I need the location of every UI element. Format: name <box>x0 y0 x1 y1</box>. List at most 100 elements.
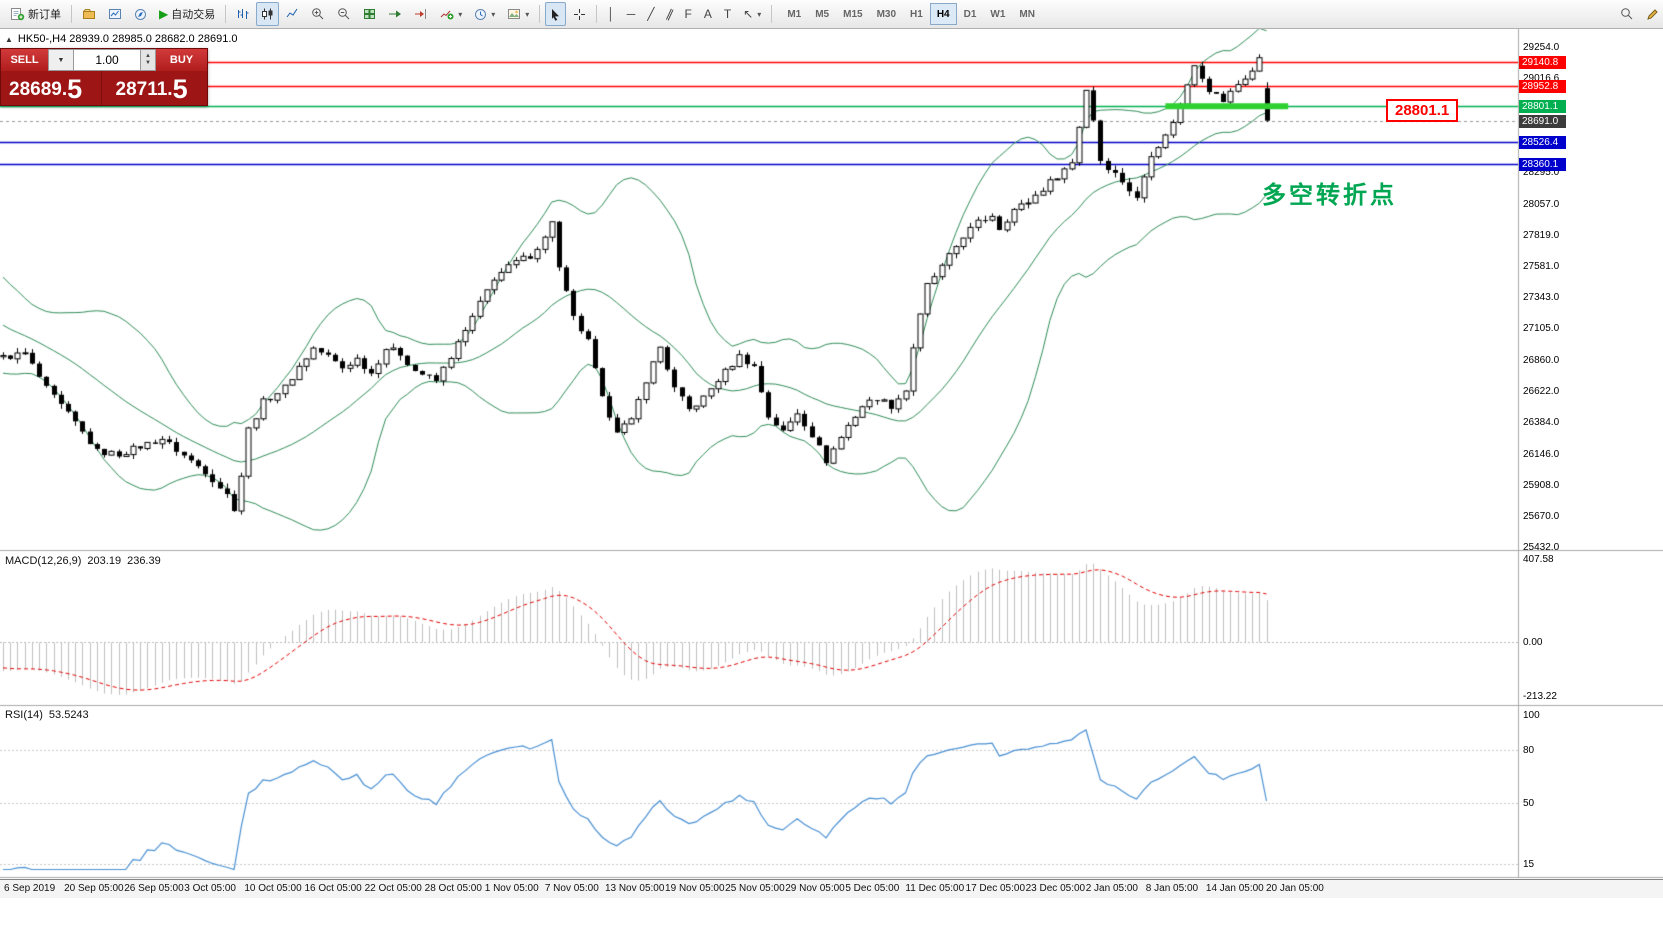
line-chart-button[interactable] <box>281 2 304 26</box>
time-axis-label: 26 Sep 05:00 <box>124 883 184 894</box>
zoom-in-button[interactable] <box>306 2 330 26</box>
volume-stepper[interactable]: ▲ ▼ <box>141 49 156 71</box>
arrows-icon: ↖ <box>743 7 754 21</box>
auto-scroll-button[interactable] <box>383 2 407 26</box>
price-tag-resistance-1: 29140.8 <box>1519 56 1566 69</box>
chart-canvas[interactable] <box>0 28 1663 950</box>
time-axis-label: 20 Sep 05:00 <box>64 883 124 894</box>
search-icon <box>1620 7 1634 21</box>
horizontal-line-button[interactable]: ─ <box>622 2 641 26</box>
new-order-button[interactable]: 新订单 <box>5 2 66 26</box>
fibonacci-button[interactable]: F <box>680 2 697 26</box>
time-axis-label: 14 Jan 05:00 <box>1205 883 1264 894</box>
edit-icon <box>1646 8 1659 21</box>
price-tag-last-price: 28691.0 <box>1519 115 1566 128</box>
time-axis-label: 17 Dec 05:00 <box>965 883 1026 894</box>
chevron-down-icon: ▾ <box>525 9 530 19</box>
periods-button[interactable]: ▾ <box>469 2 500 26</box>
time-axis-label: 11 Dec 05:00 <box>905 883 965 894</box>
auto-trading-label: 自动交易 <box>171 9 216 21</box>
crosshair-icon <box>573 8 586 21</box>
rsi-scale-label: 80 <box>1523 745 1535 757</box>
price-axis-tick: 29254.0 <box>1523 42 1560 53</box>
crosshair-button[interactable] <box>568 2 591 26</box>
price-axis-tick: 28295.0 <box>1523 167 1560 179</box>
timeframe-w1-button[interactable]: W1 <box>990 8 1006 20</box>
price-axis-tick: 27581.0 <box>1523 260 1560 272</box>
text-icon: A <box>703 7 712 21</box>
search-button[interactable] <box>1615 2 1639 26</box>
cursor-button[interactable] <box>545 2 567 26</box>
vertical-line-button[interactable]: │ <box>602 2 620 26</box>
arrows-button[interactable]: ↖ ▾ <box>738 2 766 26</box>
templates-button[interactable]: ▾ <box>502 2 534 26</box>
price-axis-tick: 28057.0 <box>1523 198 1560 210</box>
time-axis-label: 22 Oct 05:00 <box>364 883 422 894</box>
auto-trading-icon: ▶ <box>159 7 169 21</box>
label-button[interactable]: T <box>719 2 736 26</box>
bar-chart-button[interactable] <box>231 2 254 26</box>
time-axis-label: 10 Oct 05:00 <box>244 883 302 894</box>
sell-price-main: 28689. <box>9 79 68 100</box>
price-axis-tick: 26146.0 <box>1523 448 1560 460</box>
tile-windows-button[interactable] <box>358 2 381 26</box>
bar-chart-icon <box>236 8 249 20</box>
rsi-header: RSI(14) 53.5243 <box>5 709 95 721</box>
volume-input[interactable] <box>74 49 141 71</box>
trendline-button[interactable]: ╱ <box>642 2 659 26</box>
timeframe-mn-button[interactable]: MN <box>1019 8 1035 20</box>
rsi-scale-label: 15 <box>1523 859 1535 871</box>
macd-label: MACD(12,26,9) <box>5 555 82 567</box>
chart-shift-icon <box>414 8 428 20</box>
text-button[interactable]: A <box>699 2 717 26</box>
market-watch-button[interactable] <box>103 2 127 26</box>
time-axis-label: 16 Oct 05:00 <box>304 883 362 894</box>
price-tag-resistance-2: 28952.8 <box>1519 80 1566 93</box>
time-axis-label: 1 Nov 05:00 <box>484 883 539 894</box>
zoom-out-button[interactable] <box>332 2 356 26</box>
timeframe-h4-button[interactable]: H4 <box>929 3 957 25</box>
time-axis-label: 19 Nov 05:00 <box>665 883 725 894</box>
buy-price-frac: 5 <box>172 74 188 105</box>
auto-scroll-icon <box>388 8 402 20</box>
volume-dropdown-button[interactable]: ▼ <box>48 49 74 71</box>
price-axis-tick: 26622.0 <box>1523 386 1560 398</box>
rsi-label: RSI(14) <box>5 709 43 721</box>
trendline-icon: ╱ <box>647 7 655 21</box>
candlestick-chart-button[interactable] <box>256 2 280 26</box>
symbol-info: ▲ HK50-,H4 28939.0 28985.0 28682.0 28691… <box>5 33 238 45</box>
periods-icon <box>474 8 487 21</box>
chevron-down-icon: ▾ <box>757 9 762 19</box>
time-axis-label: 29 Nov 05:00 <box>785 883 845 894</box>
time-axis[interactable]: 6 Sep 2019 20 Sep 05:00 26 Sep 05:00 3 Oct … <box>0 879 1663 898</box>
price-axis-tick: 26384.0 <box>1523 417 1560 429</box>
time-axis-label: 20 Jan 05:00 <box>1266 883 1324 894</box>
profiles-button[interactable] <box>77 2 101 26</box>
new-order-label: 新订单 <box>28 9 61 21</box>
edit-button[interactable] <box>1641 2 1663 26</box>
tile-windows-icon <box>363 8 376 20</box>
indicators-button[interactable]: ▾ <box>435 2 467 26</box>
stepper-down-icon: ▼ <box>145 60 151 66</box>
templates-icon <box>507 8 521 20</box>
timeframe-m15-button[interactable]: M15 <box>843 8 863 20</box>
market-watch-icon <box>108 8 122 20</box>
timeframe-m5-button[interactable]: M5 <box>815 8 830 20</box>
timeframe-h1-button[interactable]: H1 <box>910 8 923 20</box>
timeframe-m30-button[interactable]: M30 <box>876 8 897 20</box>
chart-annotation: 多空转折点 <box>1262 182 1397 209</box>
collapse-panel-icon[interactable]: ▲ <box>5 34 13 44</box>
buy-button[interactable]: BUY <box>156 49 207 71</box>
sell-button[interactable]: SELL <box>1 49 48 71</box>
timeframe-d1-button[interactable]: D1 <box>963 8 977 20</box>
price-axis-tick: 25432.0 <box>1523 542 1560 553</box>
timeframe-m1-button[interactable]: M1 <box>787 8 802 20</box>
auto-trading-button[interactable]: ▶ 自动交易 <box>154 2 220 26</box>
time-axis-label: 28 Oct 05:00 <box>424 883 482 894</box>
line-chart-icon <box>286 8 299 20</box>
price-axis-tick: 29016.6 <box>1523 73 1560 85</box>
price-axis-tick: 25670.0 <box>1523 510 1560 522</box>
channel-button[interactable]: ∥ <box>662 2 678 26</box>
chart-shift-button[interactable] <box>409 2 433 26</box>
navigator-button[interactable] <box>129 2 152 26</box>
